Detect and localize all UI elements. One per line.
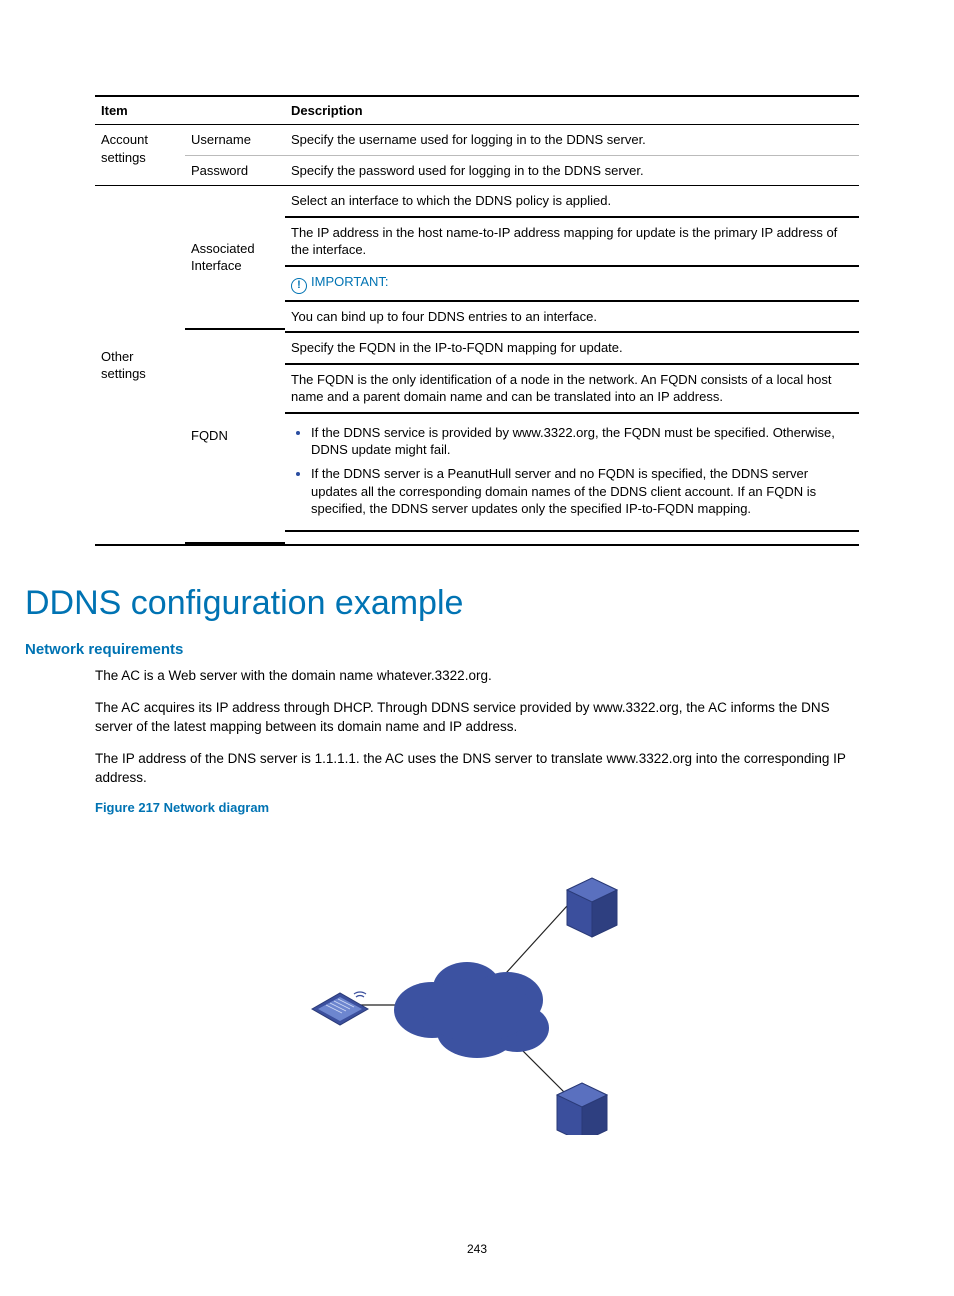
para-1: The AC is a Web server with the domain n… [95, 666, 859, 686]
label-assoc-interface: Associated Interface [185, 186, 285, 329]
figure-caption: Figure 217 Network diagram [95, 800, 859, 815]
th-item: Item [95, 96, 285, 125]
para-3: The IP address of the DNS server is 1.1.… [95, 749, 859, 788]
section-title: DDNS configuration example [25, 584, 859, 623]
label-password: Password [185, 155, 285, 186]
fqdn-bullet-2: If the DDNS server is a PeanutHull serve… [311, 465, 853, 518]
desc-fqdn-bullets: If the DDNS service is provided by www.3… [285, 413, 859, 531]
desc-password: Specify the password used for logging in… [285, 155, 859, 186]
desc-assoc-1: Select an interface to which the DDNS po… [285, 186, 859, 217]
desc-assoc-3: You can bind up to four DDNS entries to … [285, 301, 859, 333]
fqdn-bullet-1: If the DDNS service is provided by www.3… [311, 424, 853, 459]
important-label: IMPORTANT: [311, 274, 389, 289]
desc-username: Specify the username used for logging in… [285, 125, 859, 156]
group-account: Account settings [95, 125, 185, 186]
page-number: 243 [0, 1242, 954, 1256]
important-note: ! IMPORTANT: [285, 266, 859, 301]
desc-fqdn-1: Specify the FQDN in the IP-to-FQDN mappi… [285, 332, 859, 364]
th-description: Description [285, 96, 859, 125]
para-2: The AC acquires its IP address through D… [95, 698, 859, 737]
subheading-network-req: Network requirements [25, 641, 859, 658]
label-username: Username [185, 125, 285, 156]
desc-fqdn-2: The FQDN is the only identification of a… [285, 364, 859, 413]
label-fqdn: FQDN [185, 329, 285, 543]
group-other: Other settings [95, 186, 185, 546]
network-diagram [277, 835, 677, 1140]
important-icon: ! [291, 278, 307, 294]
config-table: Item Description Account settings Userna… [95, 95, 859, 546]
desc-assoc-2: The IP address in the host name-to-IP ad… [285, 217, 859, 266]
